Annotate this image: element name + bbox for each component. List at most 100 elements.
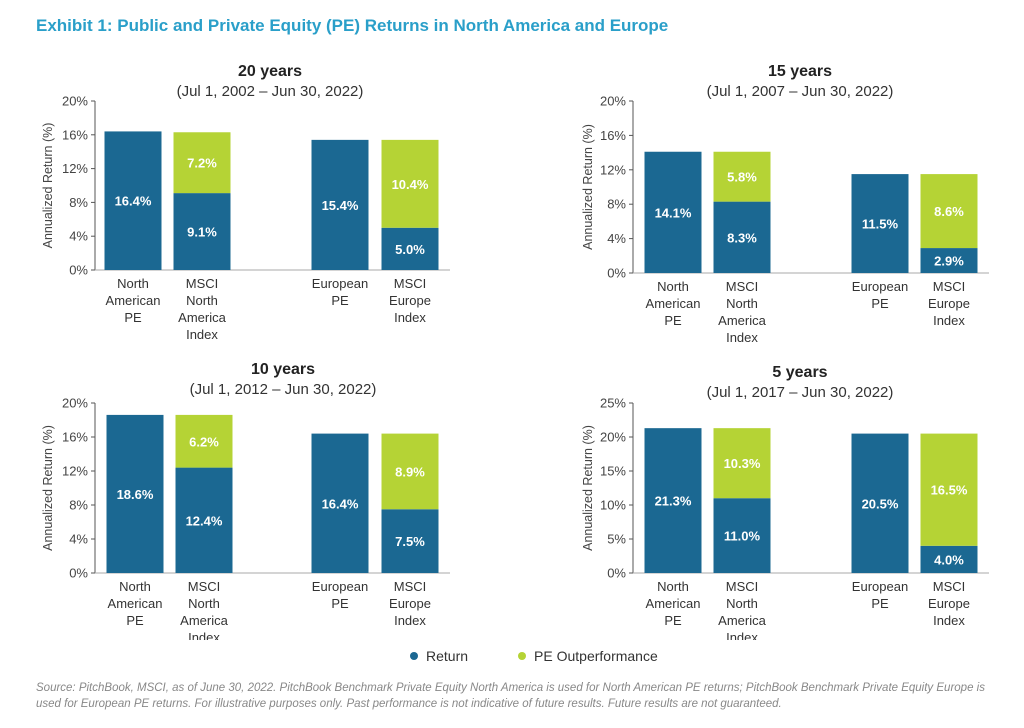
outperformance-bar xyxy=(713,428,771,499)
outperformance-bar xyxy=(175,414,233,468)
return-swatch-icon xyxy=(410,652,418,660)
outperformance-value-label: 7.2% xyxy=(187,156,217,171)
outperformance-bar xyxy=(920,433,978,546)
category-label: MSCI North America Index xyxy=(178,276,226,342)
chart-subtitle: (Jul 1, 2002 – Jun 30, 2022) xyxy=(177,83,364,100)
return-bar xyxy=(713,201,771,273)
category-label: MSCI Europe Index xyxy=(389,579,431,628)
y-tick-label: 20% xyxy=(600,430,626,445)
y-tick-label: 20% xyxy=(600,94,626,109)
outperformance-bar xyxy=(381,139,439,228)
source-note: Source: PitchBook, MSCI, as of June 30, … xyxy=(36,682,985,710)
return-bar xyxy=(175,467,233,573)
chart-subtitle: (Jul 1, 2012 – Jun 30, 2022) xyxy=(190,381,377,398)
outperformance-bar xyxy=(920,174,978,249)
chart-title: 10 years xyxy=(251,361,315,378)
outperformance-value-label: 6.2% xyxy=(189,434,219,449)
return-bar xyxy=(311,433,369,573)
y-tick-label: 4% xyxy=(69,229,88,244)
return-bar xyxy=(920,545,978,573)
category-label: MSCI North America Index xyxy=(180,579,228,640)
outperformance-value-label: 10.3% xyxy=(724,456,761,471)
return-bar xyxy=(173,193,231,270)
category-label: North American PE xyxy=(108,579,163,628)
legend-return-label: Return xyxy=(426,648,469,664)
category-label: MSCI North America Index xyxy=(718,579,766,640)
chart-title: 15 years xyxy=(768,63,832,80)
category-label: MSCI Europe Index xyxy=(928,279,970,328)
y-tick-label: 20% xyxy=(62,94,88,109)
return-bar xyxy=(851,174,909,273)
return-bar xyxy=(920,248,978,273)
outperformance-value-label: 8.9% xyxy=(395,464,425,479)
legend: Return PE Outperformance xyxy=(410,648,698,664)
outperformance-value-label: 8.6% xyxy=(934,204,964,219)
y-tick-label: 0% xyxy=(607,566,626,581)
return-bar xyxy=(104,131,162,270)
return-value-label: 14.1% xyxy=(655,205,692,220)
charts-canvas: 20 years (Jul 1, 2002 – Jun 30, 2022) Annu… xyxy=(41,63,989,640)
category-label: MSCI Europe Index xyxy=(928,579,970,628)
return-value-label: 15.4% xyxy=(322,198,359,213)
y-tick-label: 0% xyxy=(69,566,88,581)
y-tick-label: 8% xyxy=(69,498,88,513)
category-label: MSCI North America Index xyxy=(718,279,766,345)
y-tick-label: 10% xyxy=(600,498,626,513)
return-bar xyxy=(311,139,369,270)
y-axis-label: Annualized Return (%) xyxy=(581,124,595,250)
return-value-label: 4.0% xyxy=(934,552,964,567)
return-value-label: 18.6% xyxy=(117,487,154,502)
chart-subtitle: (Jul 1, 2017 – Jun 30, 2022) xyxy=(707,384,894,401)
return-bar xyxy=(851,433,909,573)
chart-subtitle: (Jul 1, 2007 – Jun 30, 2022) xyxy=(707,83,894,100)
y-axis-label: Annualized Return (%) xyxy=(41,425,55,551)
y-axis-label: Annualized Return (%) xyxy=(581,425,595,551)
y-tick-label: 16% xyxy=(600,128,626,143)
y-tick-label: 0% xyxy=(607,266,626,281)
return-bar xyxy=(381,227,439,270)
exhibit-title: Exhibit 1: Public and Private Equity (PE… xyxy=(36,16,669,35)
return-value-label: 16.4% xyxy=(115,194,152,209)
y-tick-label: 20% xyxy=(62,396,88,411)
return-value-label: 2.9% xyxy=(934,254,964,269)
outperformance-bar xyxy=(381,433,439,510)
chart-title: 20 years xyxy=(238,63,302,80)
chart-title: 5 years xyxy=(772,364,827,381)
category-label: MSCI Europe Index xyxy=(389,276,431,325)
return-value-label: 16.4% xyxy=(322,496,359,511)
return-value-label: 12.4% xyxy=(186,513,223,528)
return-bar xyxy=(644,428,702,573)
y-tick-label: 12% xyxy=(62,464,88,479)
y-axis-label: Annualized Return (%) xyxy=(41,123,55,249)
y-tick-label: 25% xyxy=(600,396,626,411)
return-value-label: 9.1% xyxy=(187,225,217,240)
y-tick-label: 12% xyxy=(600,162,626,177)
y-tick-label: 16% xyxy=(62,127,88,142)
category-label: North American PE xyxy=(646,279,701,328)
return-bar xyxy=(381,509,439,573)
outperformance-value-label: 16.5% xyxy=(931,483,968,498)
return-bar xyxy=(644,151,702,273)
outperformance-value-label: 10.4% xyxy=(392,177,429,192)
y-tick-label: 5% xyxy=(607,532,626,547)
y-tick-label: 12% xyxy=(62,161,88,176)
y-tick-label: 4% xyxy=(69,532,88,547)
category-label: European PE xyxy=(312,579,368,611)
category-label: European PE xyxy=(312,276,368,308)
legend-item-outperformance: PE Outperformance xyxy=(518,648,658,664)
legend-item-return: Return xyxy=(410,648,468,664)
y-tick-label: 16% xyxy=(62,430,88,445)
y-tick-label: 0% xyxy=(69,263,88,278)
y-tick-label: 15% xyxy=(600,464,626,479)
outperformance-bar xyxy=(713,151,771,202)
return-value-label: 21.3% xyxy=(655,494,692,509)
return-bar xyxy=(106,414,164,573)
category-label: European PE xyxy=(852,579,908,611)
y-tick-label: 4% xyxy=(607,231,626,246)
category-label: North American PE xyxy=(106,276,161,325)
category-label: European PE xyxy=(852,279,908,311)
return-bar xyxy=(713,498,771,573)
outperformance-swatch-icon xyxy=(518,652,527,660)
return-value-label: 5.0% xyxy=(395,242,425,257)
return-value-label: 11.5% xyxy=(862,217,899,232)
